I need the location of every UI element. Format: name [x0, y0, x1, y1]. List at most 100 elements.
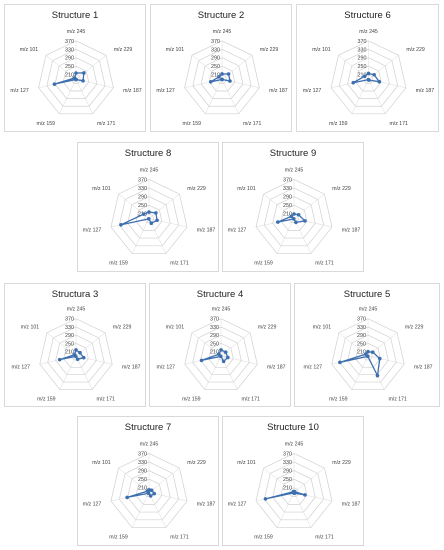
data-point — [263, 497, 268, 501]
tick-label: 290 — [358, 56, 367, 62]
tick-label: 210 — [283, 212, 292, 218]
grid-ring — [135, 204, 163, 231]
chart-title: Structure 1 — [51, 10, 99, 21]
radar-panel-1: Structure 1 210 250 290 330 370 m/z 245 m/z 22… — [4, 4, 146, 132]
axis-label: m/z 159 — [182, 396, 201, 402]
data-point — [152, 491, 157, 496]
data-point — [377, 79, 382, 84]
radar-panel-2: Structure 2 210 250 290 330 370 m/z 245 m/z 22… — [150, 4, 292, 132]
data-point — [208, 80, 213, 84]
tick-label: 330 — [357, 325, 366, 331]
grid-spoke — [293, 218, 333, 228]
axis-label: m/z 171 — [241, 396, 260, 402]
radar-chart-10: 210 250 290 330 370 m/z 245 m/z 229 m/z 187 m/z … — [228, 441, 361, 541]
grid-ring — [144, 213, 154, 223]
data-point — [78, 350, 82, 355]
grid-spoke — [131, 218, 150, 254]
chart-title: Structura 3 — [51, 289, 99, 300]
grid-ring — [46, 48, 106, 107]
grid-spoke — [75, 79, 93, 114]
grid-ring — [110, 453, 188, 528]
data-point — [294, 220, 298, 225]
grid-spoke — [191, 332, 222, 357]
tick-label: 290 — [65, 56, 74, 62]
axis-label: m/z 159 — [183, 121, 202, 127]
tick-label: 290 — [210, 333, 219, 339]
grid-ring — [47, 326, 105, 383]
data-point — [220, 72, 224, 76]
data-point — [125, 495, 129, 500]
axis-label: m/z 229 — [114, 47, 133, 53]
grid-ring — [127, 470, 171, 513]
data-point — [223, 350, 228, 354]
chart-title: Structure 6 — [344, 10, 391, 21]
axis-label: m/z 101 — [166, 47, 185, 53]
axis-label: m/z 159 — [109, 535, 128, 541]
axis-label: m/z 101 — [20, 47, 39, 53]
tick-label: 330 — [138, 186, 147, 192]
radar-panel-3: Structura 3 210 250 290 330 370 m/z 245 m/z 22… — [4, 283, 146, 407]
data-point — [72, 76, 77, 80]
data-point — [303, 493, 307, 497]
axis-label: m/z 101 — [237, 186, 256, 192]
grid-spoke — [59, 79, 77, 114]
grid-ring — [339, 326, 397, 383]
tick-label: 210 — [210, 349, 219, 355]
data-point — [217, 352, 221, 356]
axis-label: m/z 171 — [243, 121, 262, 127]
grid-spoke — [293, 467, 325, 493]
data-point — [370, 350, 375, 354]
axis-label: m/z 127 — [304, 364, 323, 370]
data-point — [81, 79, 85, 83]
axis-label: m/z 229 — [260, 47, 279, 53]
grid-ring — [62, 65, 90, 92]
axis-label: m/z 187 — [197, 501, 216, 507]
axis-label: m/z 245 — [359, 307, 378, 313]
grid-spoke — [367, 355, 405, 365]
grid-spoke — [221, 79, 239, 114]
tick-label: 370 — [65, 39, 74, 45]
grid-ring — [63, 342, 89, 368]
radar-chart-7: 210 250 290 330 370 m/z 245 m/z 229 m/z 187 m/z … — [83, 441, 216, 541]
tick-label: 210 — [65, 73, 74, 79]
axis-label: m/z 127 — [12, 364, 31, 370]
data-point — [362, 74, 367, 79]
radar-panel-10: Structure 10 210 250 290 330 370 m/z 245 m/z 2… — [222, 416, 364, 546]
axis-label: m/z 171 — [96, 396, 115, 402]
radar-chart-3: 210 250 290 330 370 m/z 245 m/z 229 m/z 187 m/z … — [12, 307, 141, 403]
tick-label: 330 — [65, 47, 74, 53]
axis-label: m/z 245 — [212, 307, 231, 313]
tick-label: 250 — [283, 203, 292, 209]
axis-label: m/z 245 — [140, 167, 159, 173]
grid-spoke — [118, 467, 150, 493]
axis-label: m/z 229 — [332, 460, 351, 466]
tick-label: 330 — [358, 47, 367, 53]
data-point — [155, 218, 159, 223]
grid-ring — [184, 40, 260, 115]
data-point — [289, 214, 294, 219]
axis-label: m/z 171 — [315, 535, 334, 541]
grid-spoke — [351, 355, 369, 390]
tick-label: 370 — [211, 39, 220, 45]
grid-ring — [263, 461, 325, 521]
chart-title: Structure 4 — [196, 289, 244, 300]
grid-ring — [192, 48, 252, 107]
grid-spoke — [263, 467, 295, 493]
data-point — [72, 352, 77, 357]
chart-title: Structure 7 — [124, 422, 172, 433]
chart-title: Structure 10 — [267, 422, 319, 433]
axis-label: m/z 187 — [416, 88, 435, 94]
tick-label: 330 — [283, 186, 292, 192]
data-point — [366, 349, 370, 354]
axis-label: m/z 229 — [406, 47, 425, 53]
axis-label: m/z 101 — [166, 324, 185, 330]
grid-spoke — [75, 355, 93, 390]
tick-label: 330 — [210, 325, 219, 331]
grid-spoke — [263, 193, 295, 219]
data-point — [74, 348, 78, 352]
axis-label: m/z 171 — [388, 396, 407, 402]
radar-chart-9: 210 250 290 330 370 m/z 245 m/z 229 m/z 187 m/z … — [228, 167, 361, 266]
data-point — [226, 72, 231, 76]
data-point — [292, 212, 296, 216]
